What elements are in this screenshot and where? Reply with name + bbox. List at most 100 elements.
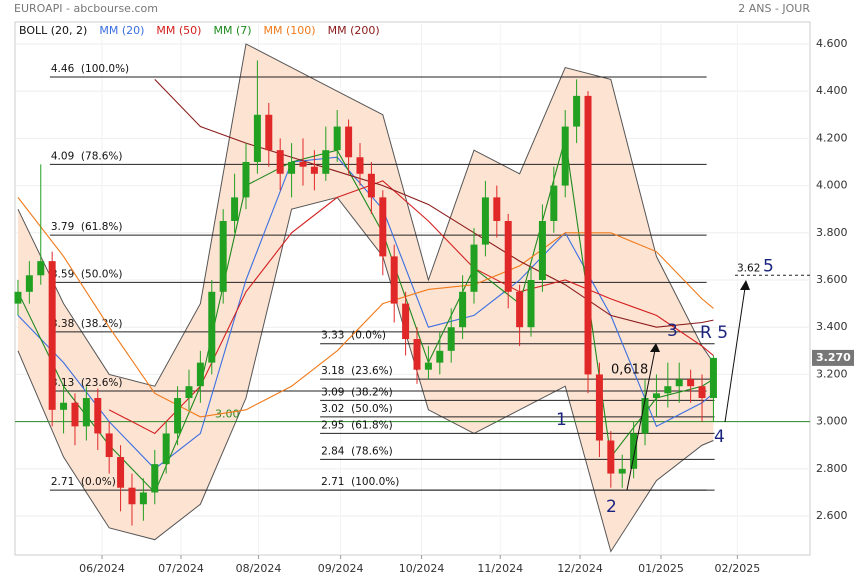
x-tick-label: 09/2024 — [318, 562, 364, 575]
y-tick-label: 3.200 — [816, 367, 848, 380]
target-wave: 5 — [763, 256, 774, 276]
candle-body — [288, 161, 296, 174]
legend-item: MM (100) — [264, 24, 316, 37]
candle-body — [584, 95, 592, 375]
last-price-box — [812, 349, 854, 366]
candle-body — [276, 150, 284, 174]
arrow — [626, 349, 656, 491]
fib-label: 3.79 (61.8%) — [51, 221, 123, 233]
band-upper — [17, 43, 714, 387]
candle-body — [459, 291, 467, 328]
fib-label: 2.71 (0.0%) — [51, 476, 116, 488]
candle-body — [698, 386, 706, 399]
fib-label: 3.13 (23.6%) — [51, 377, 123, 389]
candle-body — [242, 161, 250, 198]
candle-body — [94, 398, 102, 434]
source: EUROAPI - abcbourse.com — [14, 2, 158, 15]
candle-body — [595, 374, 603, 441]
fib-label: 4.09 (78.6%) — [51, 150, 123, 162]
y-tick-label: 3.800 — [816, 226, 848, 239]
x-tick-label: 02/2025 — [715, 562, 761, 575]
candle-body — [413, 339, 421, 370]
support-label: 3.00 — [215, 408, 240, 421]
ma-line — [17, 197, 714, 418]
candle-body — [367, 173, 375, 198]
candle-body — [379, 197, 387, 257]
fib-label: 2.71 (100.0%) — [321, 476, 399, 488]
candle-body — [322, 150, 330, 174]
arrow — [724, 287, 746, 423]
wave-label: 3 — [667, 321, 678, 341]
candle-body — [424, 362, 432, 370]
candle-body — [481, 197, 489, 245]
candle-body — [709, 357, 717, 399]
legend-item: MM (7) — [213, 24, 251, 37]
candle-body — [253, 114, 261, 162]
wave-label: R 5 — [700, 323, 728, 343]
candle-body — [470, 244, 478, 292]
target-label: 3.62 — [737, 262, 760, 274]
candle-body — [561, 126, 569, 186]
x-tick-label: 12/2024 — [557, 562, 603, 575]
ma-line — [154, 78, 714, 328]
candle-body — [162, 433, 170, 465]
candle-body — [219, 220, 227, 292]
fib-label: 3.18 (23.6%) — [321, 365, 393, 377]
wave-label: 2 — [606, 497, 617, 517]
period: 2 ANS - JOUR — [738, 2, 810, 15]
fib-label: 3.38 (38.2%) — [51, 318, 123, 330]
x-tick-label: 01/2025 — [638, 562, 684, 575]
candle-body — [356, 157, 364, 174]
candle-body — [105, 433, 113, 458]
candle-body — [675, 379, 683, 387]
y-tick-label: 2.800 — [816, 462, 848, 475]
candle-body — [82, 398, 90, 427]
candle-body — [60, 402, 68, 410]
candle-body — [71, 402, 79, 427]
x-tick-label: 11/2024 — [477, 562, 523, 575]
candle-body — [299, 161, 307, 167]
candle-body — [37, 261, 45, 276]
candle-body — [641, 398, 649, 434]
candle-body — [310, 166, 318, 174]
candle-body — [573, 95, 581, 127]
candle-body — [664, 386, 672, 394]
legend-item: BOLL (20, 2) — [19, 24, 87, 37]
y-tick-label: 4.000 — [816, 179, 848, 192]
candle-body — [538, 220, 546, 281]
y-tick-label: 2.600 — [816, 509, 848, 522]
fib-label: 3.02 (50.0%) — [321, 403, 393, 415]
candle-body — [516, 291, 524, 328]
candle-body — [390, 256, 398, 304]
candle-body — [151, 464, 159, 493]
candle-body — [333, 126, 341, 151]
candle-body — [447, 327, 455, 351]
candle-body — [607, 440, 615, 474]
y-tick-label: 4.400 — [816, 84, 848, 97]
x-tick-label: 10/2024 — [399, 562, 445, 575]
wave-label: 1 — [556, 410, 567, 430]
fib-label: 4.46 (100.0%) — [51, 63, 129, 75]
candle-body — [174, 398, 182, 434]
candle-body — [630, 433, 638, 469]
candle-body — [527, 280, 535, 328]
y-tick-label: 3.000 — [816, 415, 848, 428]
wave-arrows — [626, 280, 750, 491]
plot-frame — [14, 21, 811, 556]
legend-item: MM (50) — [156, 24, 201, 37]
y-tick-label: 4.600 — [816, 37, 848, 50]
candle-body — [25, 275, 33, 292]
fib-label: 2.95 (61.8%) — [321, 419, 393, 431]
candle-body — [652, 393, 660, 399]
y-tick-label: 4.200 — [816, 131, 848, 144]
candle-body — [402, 303, 410, 340]
candle-body — [231, 197, 239, 221]
y-tick-label: 3.400 — [816, 320, 848, 333]
candle-body — [14, 291, 22, 304]
candle-body — [493, 197, 501, 221]
wave-label: 4 — [714, 427, 725, 447]
candle-body — [687, 379, 695, 387]
candle-body — [208, 291, 216, 363]
legend-item: MM (200) — [328, 24, 380, 37]
ma-line — [108, 180, 714, 435]
